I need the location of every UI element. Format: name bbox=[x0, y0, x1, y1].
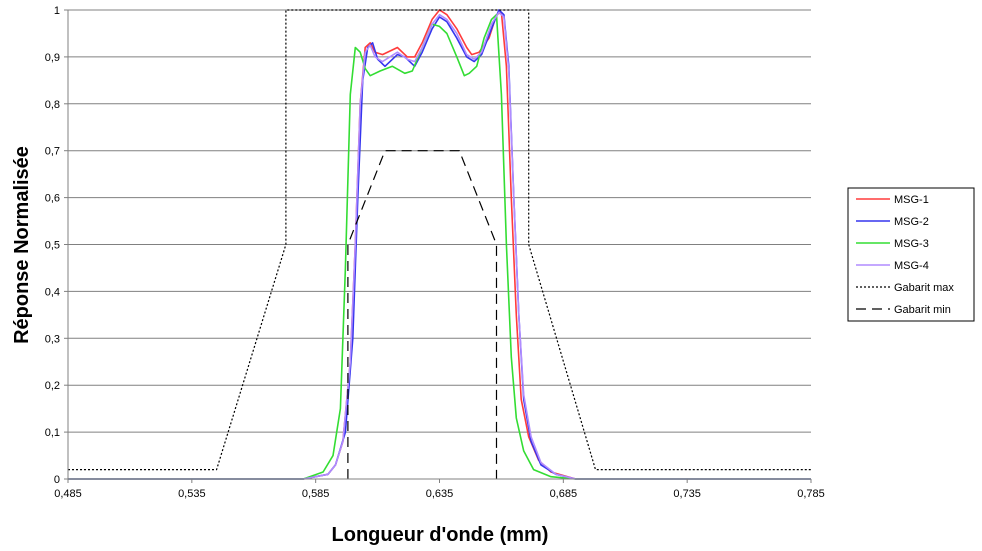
series-line-msg-4 bbox=[68, 11, 811, 480]
series-line-gabarit-min bbox=[347, 150, 498, 479]
series-line-gabarit-max bbox=[68, 9, 811, 471]
x-tick-label: 0,785 bbox=[797, 488, 825, 500]
series-line-msg-3 bbox=[68, 13, 811, 480]
legend: MSG-1 MSG-2 MSG-3 MSG-4 Gabarit max Gabarit m… bbox=[847, 187, 975, 322]
x-tick-label: 0,685 bbox=[550, 488, 578, 500]
y-tick-label: 0,2 bbox=[45, 380, 60, 392]
legend-label-msg-2: MSG-2 bbox=[894, 216, 929, 228]
legend-label-msg-1: MSG-1 bbox=[894, 194, 929, 206]
x-axis-title: Longueur d'onde (mm) bbox=[332, 524, 549, 546]
legend-label-gabarit-max: Gabarit max bbox=[894, 282, 954, 294]
y-tick-label: 1 bbox=[54, 5, 60, 17]
gridlines bbox=[68, 9, 811, 433]
y-tick-label: 0,5 bbox=[45, 240, 60, 252]
tick-labels: 0 0,1 0,2 0,3 0,4 0,5 0,6 0,7 0,8 0,9 1 0,485 0,535 0… bbox=[45, 5, 825, 500]
legend-label-msg-4: MSG-4 bbox=[894, 260, 929, 272]
y-tick-label: 0,6 bbox=[45, 193, 60, 205]
x-tick-label: 0,635 bbox=[426, 488, 454, 500]
legend-box bbox=[847, 187, 975, 322]
y-axis-title: Réponse Normalisée bbox=[11, 146, 33, 344]
y-tick-label: 0,9 bbox=[45, 52, 60, 64]
y-tick-label: 0,7 bbox=[45, 146, 60, 158]
legend-label-msg-3: MSG-3 bbox=[894, 238, 929, 250]
series-lines bbox=[68, 9, 811, 480]
x-tick-label: 0,585 bbox=[302, 488, 330, 500]
y-tick-label: 0,3 bbox=[45, 333, 60, 345]
x-tick-label: 0,485 bbox=[54, 488, 82, 500]
y-tick-label: 0,8 bbox=[45, 99, 60, 111]
legend-label-gabarit-min: Gabarit min bbox=[894, 304, 951, 316]
x-tick-label: 0,535 bbox=[178, 488, 206, 500]
y-tick-label: 0,1 bbox=[45, 427, 60, 439]
y-tick-label: 0 bbox=[54, 474, 60, 486]
x-tick-label: 0,735 bbox=[673, 488, 701, 500]
y-tick-label: 0,4 bbox=[45, 286, 60, 298]
